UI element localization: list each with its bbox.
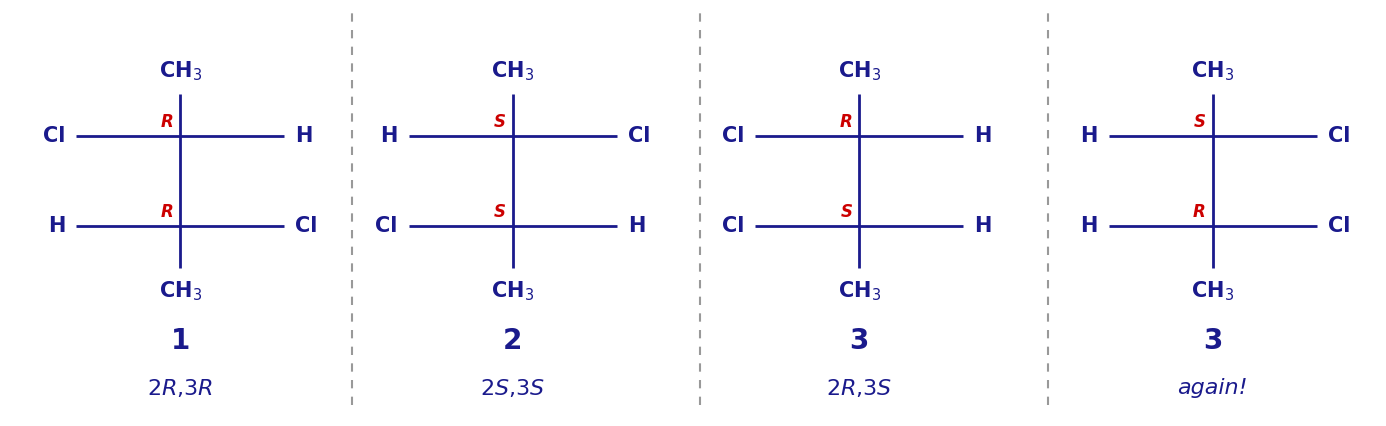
Text: 1: 1 [170,327,190,355]
Text: H: H [974,216,992,236]
Text: Cl: Cl [722,127,744,146]
Text: 2$\it{S}$,3$\it{S}$: 2$\it{S}$,3$\it{S}$ [481,377,545,399]
Text: H: H [628,216,646,236]
Text: again!: again! [1178,378,1247,397]
Text: R: R [840,113,852,131]
Text: H: H [1080,216,1098,236]
Text: S: S [1193,113,1206,131]
Text: S: S [493,203,506,221]
Text: Cl: Cl [628,127,650,146]
Text: CH$_3$: CH$_3$ [491,279,535,302]
Text: Cl: Cl [722,216,744,236]
Text: CH$_3$: CH$_3$ [1191,279,1235,302]
Text: 2$\it{R}$,3$\it{R}$: 2$\it{R}$,3$\it{R}$ [147,377,213,399]
Text: R: R [161,113,173,131]
Text: CH$_3$: CH$_3$ [158,60,202,83]
Text: H: H [47,216,65,236]
Text: R: R [1193,203,1206,221]
Text: 2$\it{R}$,3$\it{S}$: 2$\it{R}$,3$\it{S}$ [826,377,893,399]
Text: CH$_3$: CH$_3$ [491,60,535,83]
Text: R: R [161,203,173,221]
Text: 2: 2 [503,327,523,355]
Text: H: H [295,127,313,146]
Text: Cl: Cl [295,216,317,236]
Text: Cl: Cl [43,127,65,146]
Text: 3: 3 [1203,327,1222,355]
Text: CH$_3$: CH$_3$ [837,60,881,83]
Text: Cl: Cl [1328,127,1350,146]
Text: 3: 3 [850,327,869,355]
Text: S: S [840,203,852,221]
Text: Cl: Cl [1328,216,1350,236]
Text: CH$_3$: CH$_3$ [158,279,202,302]
Text: H: H [1080,127,1098,146]
Text: Cl: Cl [376,216,398,236]
Text: S: S [493,113,506,131]
Text: H: H [974,127,992,146]
Text: H: H [380,127,398,146]
Text: CH$_3$: CH$_3$ [837,279,881,302]
Text: CH$_3$: CH$_3$ [1191,60,1235,83]
